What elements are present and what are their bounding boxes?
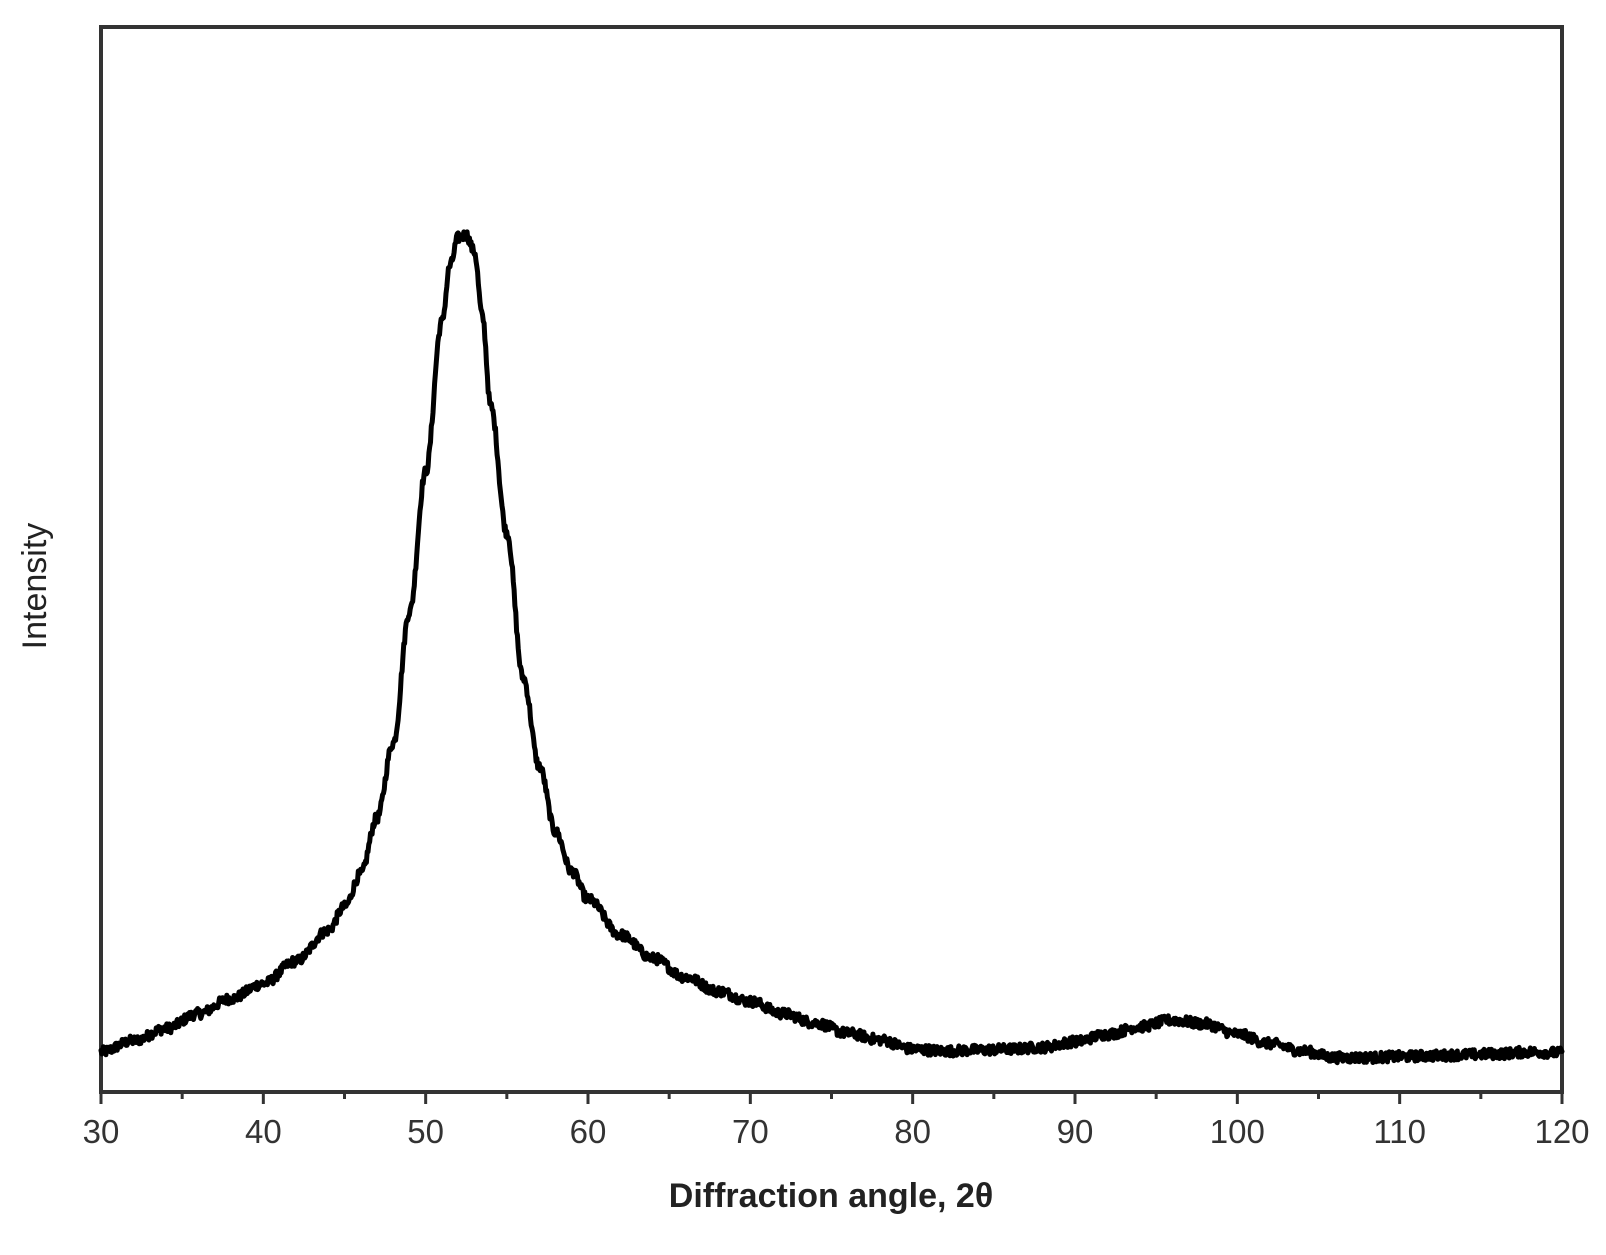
x-tick-label: 60 [570,1113,607,1150]
x-tick-label: 110 [1373,1113,1426,1150]
x-tick-label: 120 [1534,1113,1589,1150]
x-tick-label: 40 [245,1113,282,1150]
x-tick-label: 100 [1210,1113,1265,1150]
x-tick-label: 50 [407,1113,444,1150]
x-axis-tick-labels: 30 40 50 60 70 80 90 100 110 120 [83,1113,1590,1150]
x-tick-label: 30 [83,1113,120,1150]
x-tick-label: 80 [894,1113,931,1150]
x-axis-title: Diffraction angle, 2θ [669,1177,993,1215]
diffraction-intensity-line [98,229,1565,1066]
x-tick-label: 90 [1057,1113,1094,1150]
y-axis-title: Intensity [16,523,54,650]
x-tick-label: 70 [732,1113,769,1150]
x-axis-ticks [99,1092,1564,1104]
